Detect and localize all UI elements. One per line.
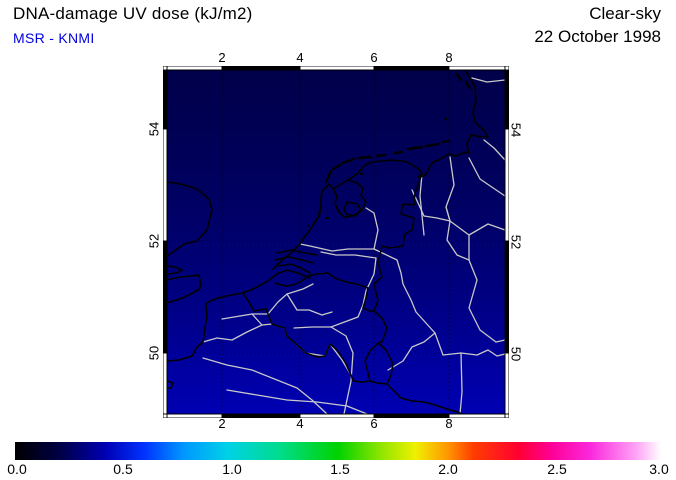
lon-tick-top-4: 4	[296, 50, 304, 65]
coastlines-group	[166, 69, 489, 389]
colorbar-label-0.5: 0.5	[113, 461, 133, 477]
lon-tick-bottom-6: 6	[370, 416, 378, 431]
map-frame	[162, 65, 510, 419]
colorbar-label-1.0: 1.0	[222, 461, 242, 477]
condition-label: Clear-sky	[589, 4, 661, 23]
map-svg	[162, 65, 510, 419]
source-label: MSR - KNMI	[13, 30, 95, 46]
lat-tick-left-50: 50	[146, 345, 162, 361]
colorbar-label-1.5: 1.5	[330, 461, 350, 477]
colorbar-label-0.0: 0.0	[7, 461, 27, 477]
colorbar-label-2.0: 2.0	[438, 461, 458, 477]
lon-tick-top-8: 8	[445, 50, 453, 65]
lon-tick-bottom-4: 4	[296, 416, 304, 431]
lon-tick-bottom-2: 2	[218, 416, 226, 431]
colorbar-label-2.5: 2.5	[547, 461, 567, 477]
lat-tick-right-52: 52	[508, 234, 524, 250]
lat-tick-right-50: 50	[508, 346, 524, 362]
lakes-group	[307, 117, 448, 227]
lat-tick-right-54: 54	[508, 122, 524, 138]
figure-title: DNA-damage UV dose (kJ/m2)	[13, 4, 253, 23]
date-label: 22 October 1998	[534, 27, 661, 46]
map-panel	[162, 65, 510, 419]
colorbar-label-3.0: 3.0	[649, 461, 669, 477]
colorbar-gradient	[15, 442, 661, 460]
lon-tick-top-6: 6	[370, 50, 378, 65]
lon-tick-bottom-8: 8	[445, 416, 453, 431]
country-borders-group	[242, 173, 463, 415]
lat-tick-left-52: 52	[146, 233, 162, 249]
wadden-islands-group	[324, 72, 472, 184]
lat-tick-left-54: 54	[146, 121, 162, 137]
lon-tick-top-2: 2	[218, 50, 226, 65]
